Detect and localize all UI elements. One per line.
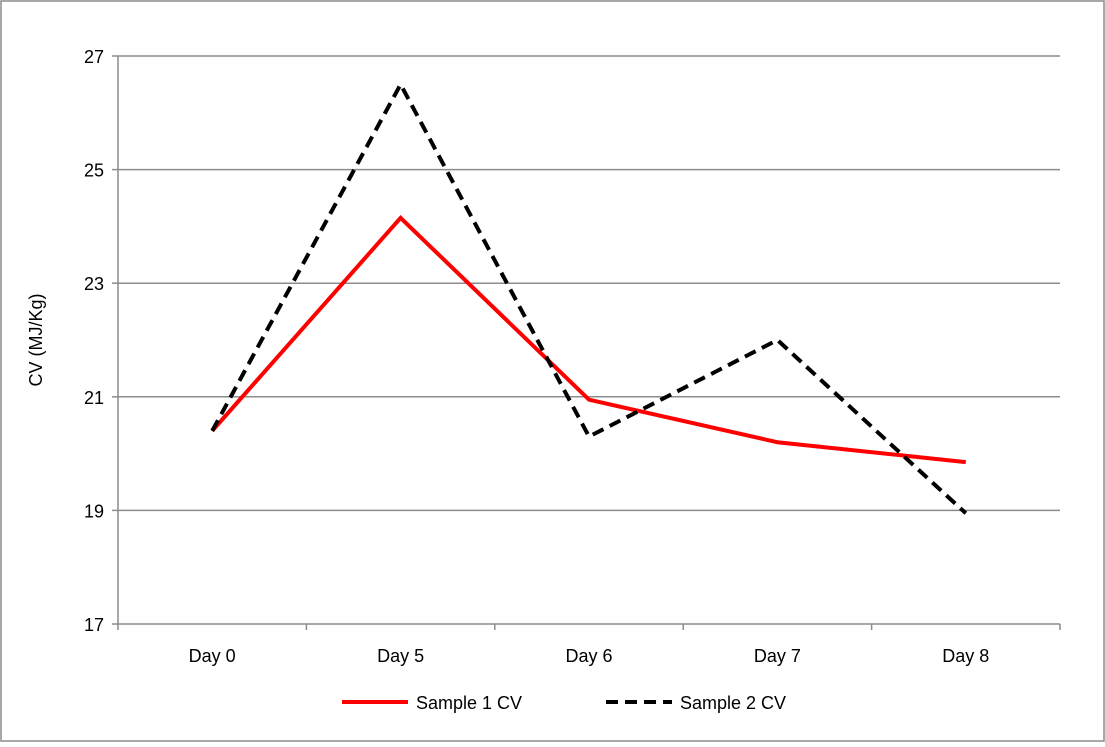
gridlines — [118, 55, 1060, 512]
tick-labels: 17 19 21 23 25 27 Day 0 Day 5 Day 6 Day 7 Day 8 — [84, 47, 989, 666]
y-tick-label: 17 — [84, 615, 104, 635]
y-tick-label: 25 — [84, 161, 104, 181]
y-tick-label: 27 — [84, 47, 104, 67]
y-tick-label: 23 — [84, 274, 104, 294]
x-tick-label: Day 5 — [377, 646, 424, 666]
series-line-2 — [210, 80, 968, 515]
x-tick-label: Day 8 — [942, 646, 989, 666]
x-tick-label: Day 6 — [565, 646, 612, 666]
x-tick-label: Day 0 — [189, 646, 236, 666]
y-tick-label: 21 — [84, 388, 104, 408]
series-lines — [210, 80, 968, 515]
series-line-1 — [210, 214, 967, 465]
y-tick-label: 19 — [84, 501, 104, 521]
y-axis-title: CV (MJ/Kg) — [26, 293, 46, 386]
axes — [112, 55, 1061, 630]
legend-label-1: Sample 1 CV — [416, 693, 522, 713]
legend: Sample 1 CV Sample 2 CV — [342, 693, 786, 713]
x-tick-label: Day 7 — [754, 646, 801, 666]
legend-label-2: Sample 2 CV — [680, 693, 786, 713]
